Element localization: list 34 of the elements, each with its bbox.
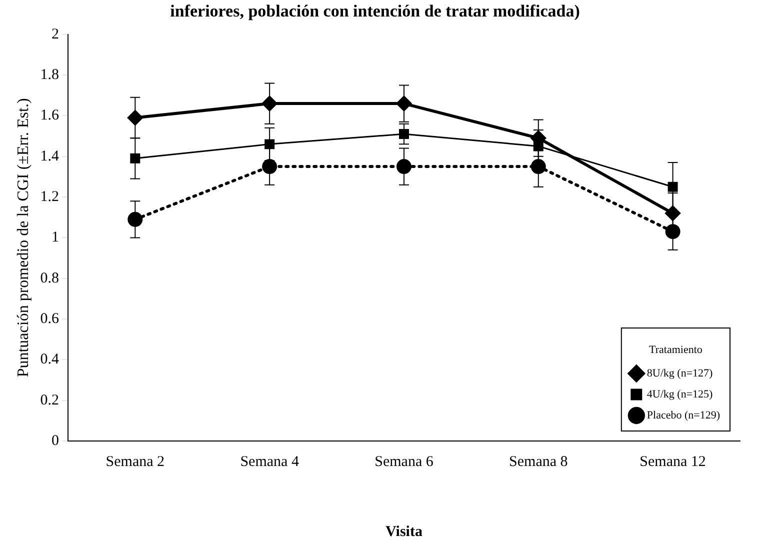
y-tick-label: 1.8	[40, 66, 59, 83]
point	[130, 153, 140, 164]
point	[665, 224, 680, 240]
y-tick-label: 0	[51, 432, 59, 449]
legend-title: Tratamiento	[649, 344, 703, 356]
point	[128, 212, 143, 227]
y-tick-label: 0.2	[40, 392, 59, 408]
x-axis-title: Visita	[386, 524, 423, 540]
y-tick-label: 1	[51, 230, 59, 246]
point	[668, 182, 678, 192]
legend-label: 8U/kg (n=127)	[646, 367, 714, 380]
x-tick-label: Semana 12	[640, 454, 706, 470]
point	[530, 159, 546, 174]
point	[396, 159, 412, 174]
point	[262, 96, 278, 112]
y-tick-label: 1.2	[40, 188, 59, 205]
y-tick-label: 0.4	[40, 352, 60, 368]
x-tick-label: Semana 2	[106, 454, 165, 470]
y-tick-label: 0.8	[40, 270, 59, 286]
point	[398, 129, 409, 140]
y-axis-title: Puntuación promedio de la CGI (±Err. Est.)	[14, 98, 32, 378]
legend-label: 4U/kg (n=125)	[646, 388, 714, 400]
x-tick-label: Semana 4	[240, 454, 300, 470]
point	[396, 96, 412, 112]
y-tick-label: 1.6	[40, 108, 60, 124]
y-tick-label: 2	[51, 26, 59, 42]
point	[128, 110, 143, 126]
x-tick-label: Semana 8	[509, 454, 568, 470]
y-tick-label: 0.6	[40, 310, 60, 327]
chart-title: inferiores, población con intención de tratar modificada)	[170, 2, 580, 21]
legend-label: Placebo (n=129)	[646, 409, 720, 422]
y-tick-label: 1.4	[40, 148, 60, 164]
point	[262, 159, 278, 174]
x-tick-label: Semana 6	[374, 454, 434, 470]
